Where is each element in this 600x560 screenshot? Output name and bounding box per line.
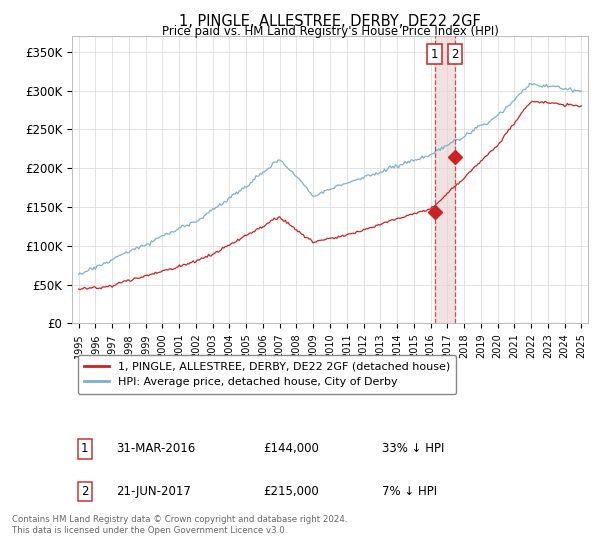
Text: 1, PINGLE, ALLESTREE, DERBY, DE22 2GF: 1, PINGLE, ALLESTREE, DERBY, DE22 2GF bbox=[179, 14, 481, 29]
Text: 1: 1 bbox=[81, 442, 89, 455]
Text: 1: 1 bbox=[431, 48, 439, 60]
Text: 7% ↓ HPI: 7% ↓ HPI bbox=[382, 485, 437, 498]
Text: 31-MAR-2016: 31-MAR-2016 bbox=[116, 442, 195, 455]
Text: Price paid vs. HM Land Registry's House Price Index (HPI): Price paid vs. HM Land Registry's House … bbox=[161, 25, 499, 38]
Text: 33% ↓ HPI: 33% ↓ HPI bbox=[382, 442, 444, 455]
Text: £215,000: £215,000 bbox=[263, 485, 319, 498]
Text: 2: 2 bbox=[451, 48, 459, 60]
Text: Contains HM Land Registry data © Crown copyright and database right 2024.
This d: Contains HM Land Registry data © Crown c… bbox=[12, 515, 347, 535]
Text: 21-JUN-2017: 21-JUN-2017 bbox=[116, 485, 191, 498]
Legend: 1, PINGLE, ALLESTREE, DERBY, DE22 2GF (detached house), HPI: Average price, deta: 1, PINGLE, ALLESTREE, DERBY, DE22 2GF (d… bbox=[77, 355, 457, 394]
Bar bbox=[435, 36, 455, 323]
Text: 2: 2 bbox=[81, 485, 89, 498]
Text: £144,000: £144,000 bbox=[263, 442, 319, 455]
